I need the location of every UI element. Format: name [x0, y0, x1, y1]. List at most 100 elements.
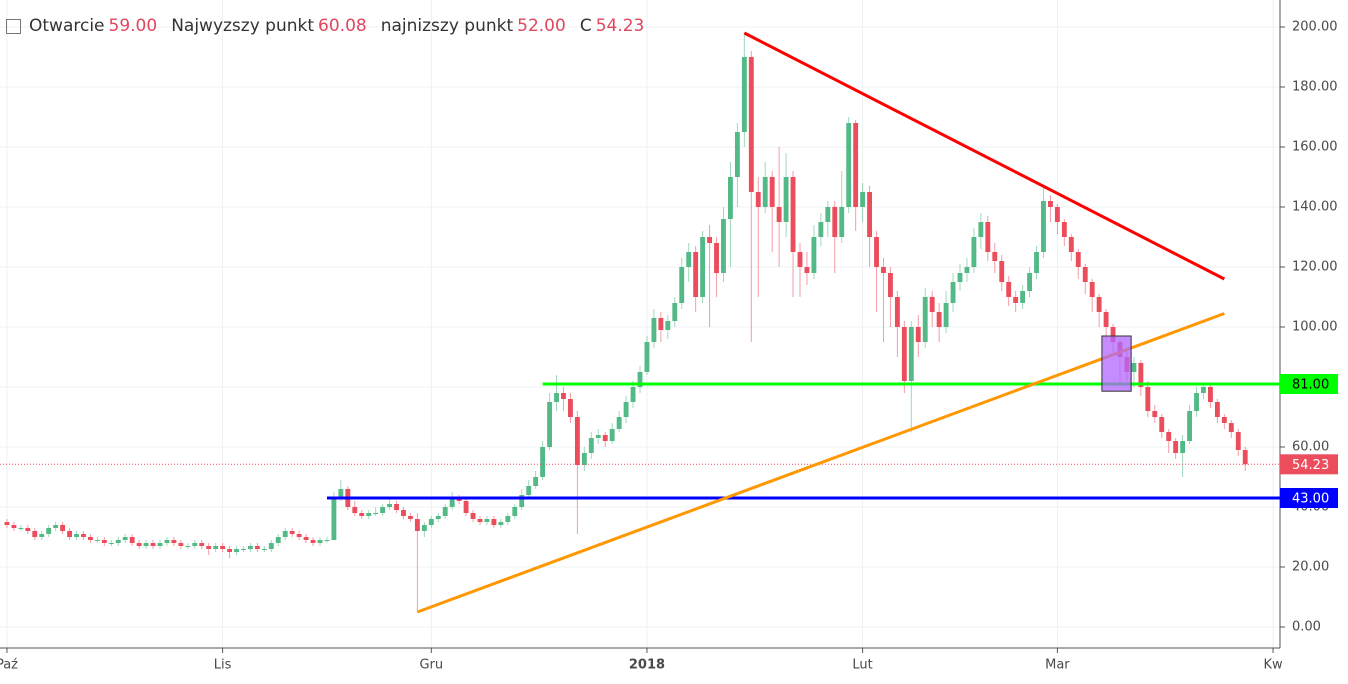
candle-body: [185, 546, 191, 547]
candle-body: [999, 261, 1005, 282]
candle-body: [39, 534, 45, 537]
candle-body: [561, 393, 566, 399]
candle-body: [470, 513, 476, 519]
candle-body: [1214, 402, 1220, 417]
trend-line: [416, 312, 1225, 614]
candle-body: [414, 519, 420, 531]
candle-body: [303, 537, 309, 540]
candle-body: [136, 543, 142, 546]
candle-body: [463, 501, 469, 513]
candle-body: [484, 519, 490, 522]
candle-body: [581, 453, 587, 465]
candle-body: [401, 510, 406, 516]
x-tick-label: Mar: [1045, 658, 1070, 673]
candle-body: [428, 519, 434, 525]
candle-body: [421, 525, 427, 531]
candle-body: [637, 372, 643, 387]
candle-body: [32, 531, 38, 537]
candle-body: [1068, 237, 1074, 252]
candle-body: [317, 540, 323, 543]
candle-body: [387, 504, 392, 507]
candle-body: [143, 543, 149, 546]
candle-body: [547, 402, 552, 447]
candle-body: [519, 495, 525, 507]
candle-body: [1061, 222, 1067, 237]
candle-body: [1020, 291, 1026, 303]
candle-body: [901, 327, 907, 381]
x-tick-label: Lut: [852, 658, 872, 673]
candle-body: [331, 498, 337, 540]
candle-body: [728, 177, 733, 219]
candle-body: [1228, 423, 1234, 432]
candle-body: [4, 522, 10, 525]
candle-body: [957, 273, 963, 282]
candle-body: [1166, 432, 1172, 441]
candle-body: [74, 534, 79, 537]
candle-body: [1152, 411, 1158, 417]
candle-body: [1201, 387, 1206, 393]
candle-body: [1041, 201, 1046, 252]
candle-body: [526, 486, 532, 495]
header-value: 60.08: [318, 16, 367, 36]
y-tick-label: 120.00: [1292, 260, 1338, 275]
candle-body: [289, 531, 295, 534]
candle-body: [630, 387, 636, 402]
trend-line: [743, 31, 1226, 281]
candle-body: [881, 267, 886, 273]
candle-body: [1089, 282, 1095, 297]
candle-body: [888, 273, 893, 297]
candle-body: [568, 399, 573, 417]
x-tick-label: Lis: [214, 658, 232, 673]
candle-body: [67, 531, 72, 537]
candle-body: [755, 192, 761, 207]
candle-body: [811, 237, 817, 273]
candle-body: [46, 528, 52, 534]
candle-body: [373, 513, 379, 514]
candle-body: [310, 540, 316, 543]
candle-body: [1110, 327, 1116, 342]
candle-body: [25, 528, 31, 531]
candle-body: [1187, 411, 1192, 441]
toggle-icon[interactable]: [6, 18, 21, 34]
candle-body: [644, 342, 650, 372]
header-value: 59.00: [108, 16, 158, 36]
y-tick-label: 60.00: [1292, 440, 1329, 455]
candle-body: [860, 192, 866, 207]
candle-body: [408, 516, 413, 519]
candle-body: [846, 123, 852, 207]
candle-body: [1145, 387, 1151, 411]
candle-body: [714, 243, 719, 273]
candle-body: [776, 207, 782, 222]
y-tick-label: 100.00: [1292, 320, 1338, 335]
candle-body: [275, 537, 281, 543]
candle-body: [352, 507, 358, 513]
candle-body: [1138, 363, 1144, 387]
candle-body: [1221, 417, 1227, 423]
candle-body: [192, 543, 198, 546]
candle-body: [853, 123, 859, 207]
candle-body: [533, 477, 539, 486]
candle-body: [922, 297, 928, 342]
last-price-label: 54.23: [1292, 458, 1329, 473]
candle-body: [60, 525, 66, 531]
level-label: 81.00: [1292, 378, 1329, 393]
candle-body: [908, 327, 914, 381]
candle-body: [874, 237, 879, 267]
candle-body: [1034, 252, 1039, 273]
level-label-bg: [1280, 374, 1338, 394]
candle-body: [616, 417, 622, 429]
candle-body: [164, 540, 170, 543]
candle-body: [88, 537, 93, 540]
candle-body: [574, 417, 580, 465]
candle-body: [512, 507, 518, 516]
y-tick-label: 200.00: [1292, 20, 1338, 35]
candle-body: [602, 435, 608, 441]
candle-body: [1131, 363, 1137, 372]
y-tick-label: 0.00: [1292, 620, 1321, 635]
candle-body: [1075, 252, 1081, 267]
candle-body: [11, 525, 17, 528]
candle-body: [818, 222, 824, 237]
candle-body: [442, 507, 448, 516]
candle-body: [282, 531, 288, 537]
candle-body: [157, 543, 163, 546]
